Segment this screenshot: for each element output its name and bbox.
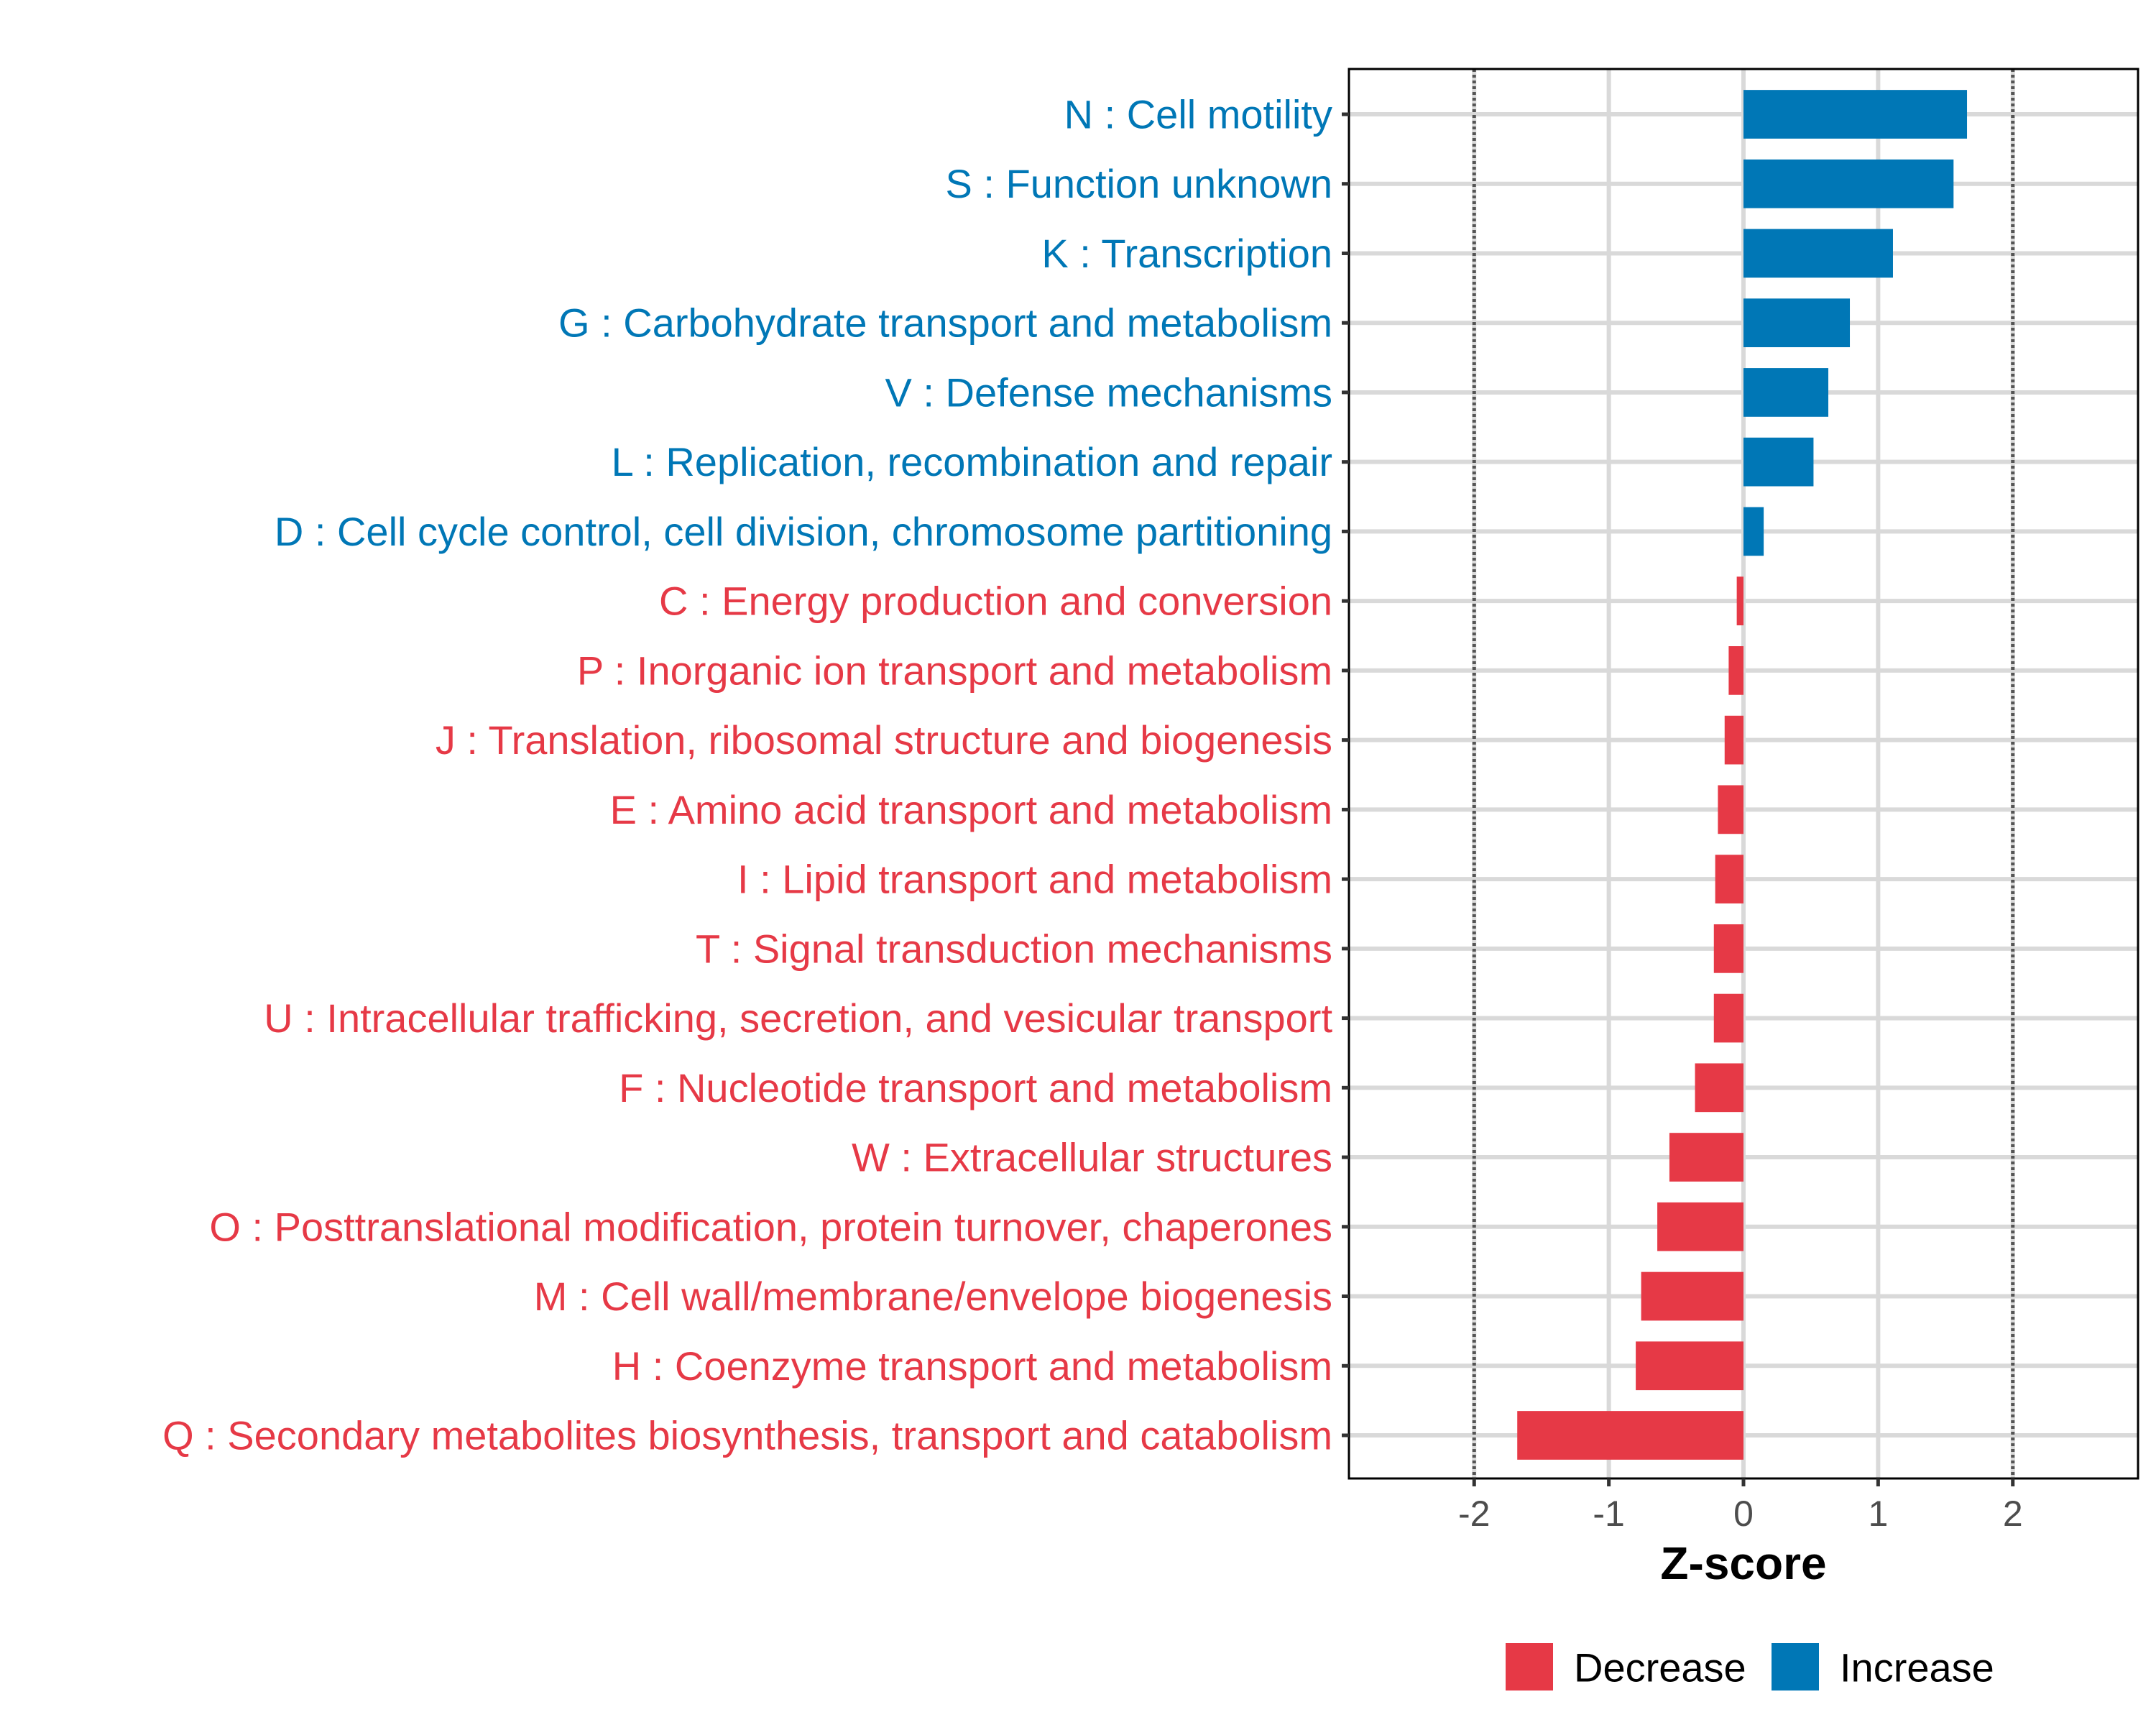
x-tick-label: 1 [1868, 1494, 1888, 1534]
bar [1724, 715, 1743, 765]
reference-lines [1472, 69, 2015, 1478]
bar [1743, 229, 1893, 278]
bar [1669, 1133, 1743, 1182]
legend-key-decrease [1506, 1643, 1553, 1690]
y-tick-label: L : Replication, recombination and repai… [612, 439, 1332, 484]
bar [1718, 785, 1743, 834]
y-tick-label: C : Energy production and conversion [659, 579, 1332, 624]
legend-label: Decrease [1574, 1645, 1746, 1690]
y-tick-label: V : Defense mechanisms [885, 369, 1332, 415]
y-tick-label: W : Extracellular structures [852, 1135, 1332, 1180]
y-axis: N : Cell motility S : Function unknown K :… [162, 92, 1349, 1458]
bar [1743, 507, 1764, 556]
bar [1713, 993, 1743, 1043]
bar [1743, 368, 1829, 417]
x-tick-label: -1 [1593, 1494, 1624, 1534]
y-tick-label: S : Function unknown [945, 161, 1332, 206]
bar [1641, 1271, 1743, 1321]
bar [1695, 1063, 1743, 1113]
y-tick-label: U : Intracellular trafficking, secretion… [264, 995, 1332, 1041]
bar [1728, 646, 1743, 695]
y-tick-label: K : Transcription [1041, 231, 1332, 276]
y-tick-label: D : Cell cycle control, cell division, c… [275, 509, 1332, 554]
x-tick-label: 0 [1733, 1494, 1754, 1534]
y-tick-label: T : Signal transduction mechanisms [696, 926, 1332, 971]
y-tick-label: H : Coenzyme transport and metabolism [612, 1343, 1332, 1389]
y-tick-label: F : Nucleotide transport and metabolism [619, 1065, 1332, 1110]
y-tick-label: P : Inorganic ion transport and metaboli… [577, 648, 1332, 693]
bar [1743, 90, 1968, 139]
grid [1349, 69, 2138, 1478]
bar [1743, 159, 1954, 208]
bar [1636, 1341, 1743, 1391]
y-tick-label: Q : Secondary metabolites biosynthesis, … [162, 1413, 1332, 1458]
legend-label: Increase [1840, 1645, 1994, 1690]
bar [1743, 437, 1814, 487]
x-axis-title: Z-score [1660, 1537, 1826, 1589]
bars [1517, 90, 1968, 1460]
y-tick-label: N : Cell motility [1064, 92, 1332, 137]
y-tick-label: O : Posttranslational modification, prot… [209, 1204, 1332, 1249]
bar [1715, 855, 1743, 903]
y-tick-label: G : Carbohydrate transport and metabolis… [558, 300, 1332, 346]
legend: Decrease Increase [1506, 1643, 1994, 1690]
x-tick-label: 2 [2003, 1494, 2023, 1534]
y-tick-label: J : Translation, ribosomal structure and… [436, 717, 1332, 763]
bar [1736, 576, 1743, 626]
y-tick-label: M : Cell wall/membrane/envelope biogenes… [534, 1274, 1332, 1319]
x-axis: -2 -1 0 1 2 [1458, 1478, 2023, 1534]
bar [1657, 1202, 1743, 1251]
legend-key-increase [1772, 1643, 1819, 1690]
y-tick-label: E : Amino acid transport and metabolism [610, 787, 1332, 832]
bar [1517, 1411, 1743, 1460]
x-tick-label: -2 [1458, 1494, 1490, 1534]
y-tick-label: I : Lipid transport and metabolism [737, 857, 1332, 902]
bar [1713, 924, 1743, 973]
bar [1743, 298, 1851, 348]
